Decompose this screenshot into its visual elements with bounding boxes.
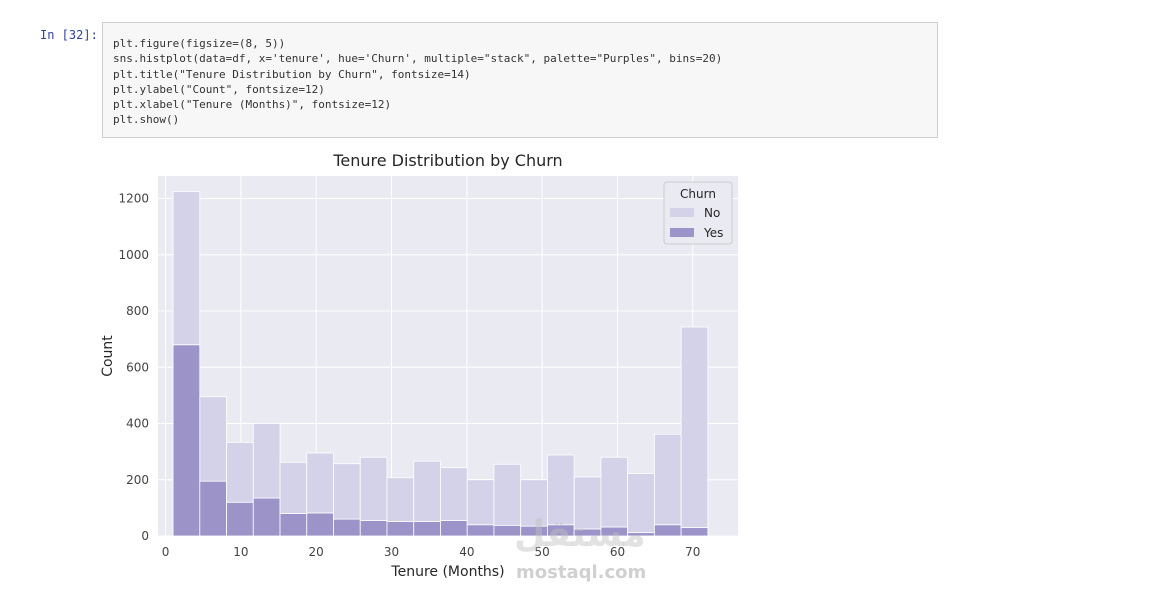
bar-no	[467, 480, 494, 525]
code-line: plt.xlabel("Tenure (Months)", fontsize=1…	[113, 97, 937, 112]
code-line: plt.figure(figsize=(8, 5))	[113, 36, 937, 51]
watermark-latin: mostaql.com	[516, 562, 646, 583]
code-line: sns.histplot(data=df, x='tenure', hue='C…	[113, 51, 937, 66]
bar-yes	[227, 502, 254, 536]
bar-no	[414, 461, 441, 521]
code-line: plt.ylabel("Count", fontsize=12)	[113, 82, 937, 97]
legend-title: Churn	[680, 187, 716, 201]
legend-swatch	[670, 208, 694, 217]
bar-yes	[173, 345, 200, 536]
bar-no	[681, 327, 708, 528]
bar-yes	[681, 528, 708, 536]
legend-swatch	[670, 228, 694, 237]
y-tick-label: 400	[126, 417, 149, 431]
cell-prompt: In [32]:	[40, 28, 98, 42]
watermark-arabic: مستقل	[514, 514, 646, 555]
bar-yes	[200, 481, 227, 536]
bar-no	[200, 397, 227, 481]
x-tick-label: 0	[162, 545, 170, 559]
code-line: plt.show()	[113, 112, 937, 127]
x-axis-label: Tenure (Months)	[390, 564, 504, 580]
chart-title: Tenure Distribution by Churn	[332, 151, 562, 170]
code-line: plt.title("Tenure Distribution by Churn"…	[113, 67, 937, 82]
y-tick-label: 200	[126, 473, 149, 487]
bar-yes	[467, 525, 494, 536]
code-cell[interactable]: plt.figure(figsize=(8, 5)) sns.histplot(…	[102, 22, 938, 138]
x-tick-label: 30	[384, 545, 399, 559]
bar-yes	[440, 521, 467, 536]
bar-yes	[307, 513, 334, 536]
x-tick-label: 10	[233, 545, 248, 559]
bar-no	[280, 462, 307, 513]
bar-yes	[387, 521, 414, 536]
y-tick-label: 0	[141, 529, 149, 543]
bar-no	[307, 453, 334, 513]
bar-no	[253, 424, 280, 499]
legend-label: Yes	[703, 226, 723, 240]
output-plot: 0 10 20 30 40 50 60 70 0 200 400 600 800 1000 1200 Tenu…	[90, 146, 750, 595]
tenure-histogram: 0 10 20 30 40 50 60 70020040060080010001200Tenu…	[90, 146, 750, 591]
bar-yes	[253, 498, 280, 536]
x-tick-label: 40	[459, 545, 474, 559]
y-tick-label: 600	[126, 360, 149, 374]
bar-no	[334, 464, 361, 519]
y-tick-label: 1000	[118, 248, 149, 262]
bar-yes	[280, 514, 307, 537]
bar-no	[440, 468, 467, 521]
y-axis-label: Count	[100, 335, 116, 377]
bar-no	[227, 442, 254, 502]
y-tick-label: 800	[126, 304, 149, 318]
bar-no	[654, 434, 681, 525]
x-tick-label: 20	[309, 545, 324, 559]
legend-label: No	[704, 206, 720, 220]
bar-yes	[654, 525, 681, 536]
bar-no	[387, 478, 414, 522]
bar-no	[360, 457, 387, 520]
y-tick-label: 1200	[118, 192, 149, 206]
x-tick-label: 70	[685, 545, 700, 559]
bar-no	[173, 191, 200, 344]
bar-yes	[334, 519, 361, 536]
bar-yes	[360, 521, 387, 536]
bar-yes	[414, 521, 441, 536]
